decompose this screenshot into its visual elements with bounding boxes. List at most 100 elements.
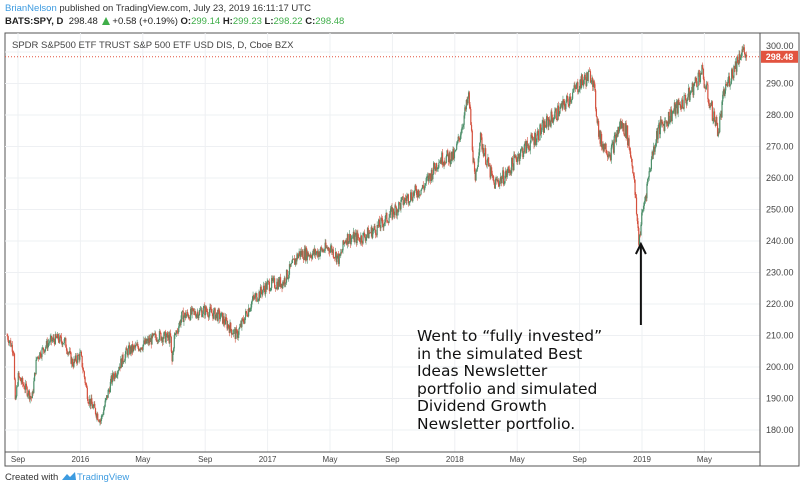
candle-body bbox=[666, 121, 668, 124]
candle-body bbox=[505, 170, 508, 178]
candle-body bbox=[338, 254, 340, 264]
candle-body bbox=[623, 123, 625, 134]
candle-body bbox=[274, 278, 276, 288]
candle-body bbox=[83, 370, 85, 372]
candle-body bbox=[149, 338, 151, 342]
candle-body bbox=[560, 105, 562, 107]
candle-body bbox=[72, 365, 74, 367]
candle-body bbox=[740, 55, 742, 58]
candle-body bbox=[348, 241, 350, 244]
candle-body bbox=[300, 251, 302, 256]
candle-body bbox=[517, 153, 519, 158]
price-tick-label: 280.00 bbox=[766, 110, 794, 120]
candle-body bbox=[589, 71, 592, 83]
price-tick-label: 250.00 bbox=[766, 205, 794, 215]
candle-body bbox=[214, 308, 216, 320]
candle-body bbox=[33, 372, 36, 382]
candle-body bbox=[583, 79, 585, 86]
tradingview-link[interactable]: TradingView bbox=[76, 472, 130, 483]
candle-body bbox=[352, 231, 354, 238]
candle-body bbox=[268, 281, 270, 282]
candle-body bbox=[56, 337, 58, 339]
candle-body bbox=[138, 349, 140, 351]
candle-body bbox=[77, 355, 80, 356]
candle-body bbox=[303, 248, 305, 260]
candle-body bbox=[685, 100, 687, 105]
candle-body bbox=[622, 123, 624, 129]
candle-body bbox=[467, 97, 469, 104]
candle-body bbox=[551, 111, 553, 118]
candle-body bbox=[248, 308, 250, 317]
candle-body bbox=[355, 232, 357, 236]
candle-body bbox=[450, 151, 453, 161]
candle-body bbox=[132, 344, 134, 352]
candle-body bbox=[497, 179, 499, 184]
candle-body bbox=[94, 403, 96, 409]
candle-body bbox=[193, 308, 195, 312]
candle-body bbox=[180, 319, 182, 325]
candle-body bbox=[138, 347, 140, 351]
candle-body bbox=[166, 332, 168, 337]
candle-body bbox=[551, 117, 554, 123]
candle-body bbox=[627, 138, 629, 146]
candle-body bbox=[73, 359, 75, 367]
candle-body bbox=[390, 206, 392, 209]
candle-body bbox=[702, 69, 705, 80]
candle-body bbox=[477, 158, 479, 167]
candle-body bbox=[488, 157, 490, 167]
candle-body bbox=[444, 161, 446, 163]
candle-body bbox=[711, 101, 713, 121]
candle-body bbox=[148, 338, 150, 344]
candle-body bbox=[366, 234, 368, 238]
candle-body bbox=[713, 111, 716, 122]
candle-body bbox=[171, 351, 173, 362]
candle-body bbox=[11, 344, 13, 352]
candle-body bbox=[400, 199, 402, 210]
price-tick-label: 180.00 bbox=[766, 425, 794, 435]
price-axis[interactable]: 180.00 190.00 200.00 210.00 220.00 230.00 240.… bbox=[766, 41, 794, 435]
candle-body bbox=[28, 390, 30, 400]
candle-body bbox=[127, 347, 129, 356]
candle-body bbox=[614, 134, 616, 137]
candle-body bbox=[224, 322, 226, 325]
candle-body bbox=[74, 359, 76, 361]
candle-body bbox=[39, 352, 42, 357]
candle-body bbox=[189, 317, 191, 321]
candle-body bbox=[58, 340, 60, 343]
candle-body bbox=[178, 321, 181, 327]
candle-body bbox=[29, 396, 31, 400]
candle-body bbox=[500, 176, 502, 184]
candle-body bbox=[565, 102, 567, 110]
candle-body bbox=[164, 331, 166, 343]
price-tick-label: 270.00 bbox=[766, 142, 794, 152]
candle-body bbox=[701, 64, 703, 75]
candle-body bbox=[248, 308, 250, 312]
time-tick-label: May bbox=[697, 455, 712, 464]
candle-body bbox=[253, 295, 255, 298]
candle-body bbox=[133, 345, 135, 347]
candle-body bbox=[704, 87, 706, 89]
author-link[interactable]: BrianNelson bbox=[5, 3, 57, 14]
candle-body bbox=[184, 312, 187, 319]
candle-body bbox=[260, 286, 262, 292]
candle-body bbox=[548, 119, 551, 122]
candle-body bbox=[407, 194, 409, 197]
candle-body bbox=[320, 247, 323, 249]
candle-body bbox=[107, 390, 109, 398]
candle-body bbox=[670, 109, 672, 120]
candle-body bbox=[367, 227, 369, 239]
candle-body bbox=[664, 120, 667, 122]
candle-body bbox=[620, 121, 622, 129]
candle-body bbox=[368, 232, 370, 239]
candle-body bbox=[116, 375, 118, 376]
close-label: C: bbox=[305, 16, 316, 27]
candlestick-chart[interactable]: SPDR S&P500 ETF TRUST S&P 500 ETF USD DI… bbox=[0, 0, 800, 470]
candle-body bbox=[7, 339, 10, 344]
time-axis[interactable]: Sep 2016 May Sep 2017 May Sep 2018 May Sep 2019 May bbox=[11, 455, 712, 464]
candle-body bbox=[741, 49, 743, 56]
candle-body bbox=[46, 341, 48, 349]
candle-body bbox=[337, 253, 339, 256]
candle-body bbox=[366, 227, 369, 235]
candle-body bbox=[216, 312, 218, 321]
candle-body bbox=[718, 131, 720, 133]
